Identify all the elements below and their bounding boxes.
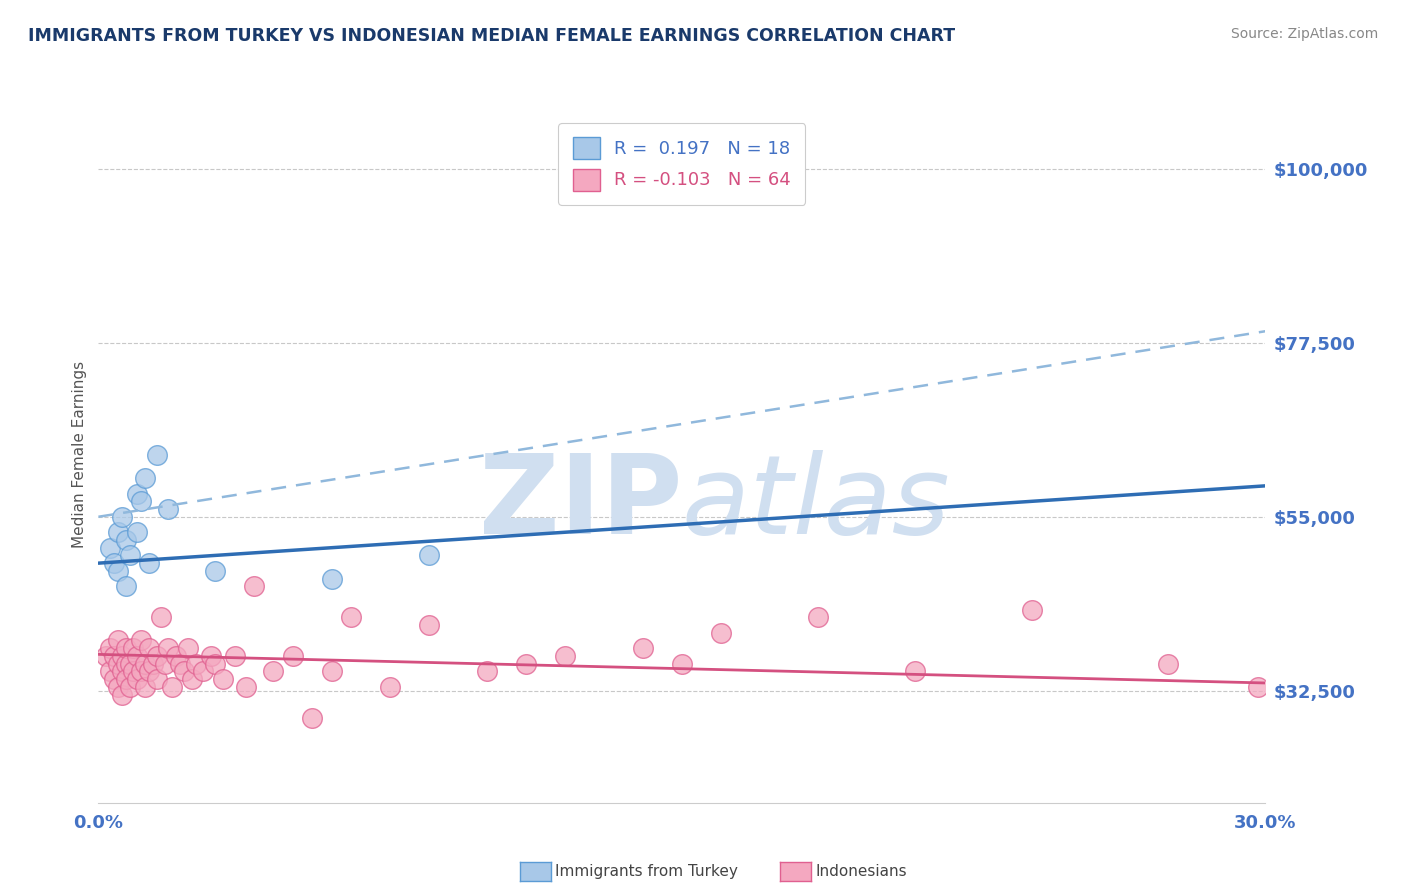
Point — [127, 672, 149, 686]
Point — [114, 657, 136, 671]
Point — [281, 648, 304, 663]
Point — [114, 533, 136, 547]
Point — [146, 648, 169, 663]
Point — [1246, 680, 1268, 694]
Point — [114, 579, 136, 593]
Point — [103, 556, 125, 570]
Text: Source: ZipAtlas.com: Source: ZipAtlas.com — [1230, 27, 1378, 41]
Point — [118, 680, 141, 694]
Point — [671, 657, 693, 671]
Point — [107, 657, 129, 671]
Point — [118, 549, 141, 563]
Point — [98, 641, 121, 656]
Point — [129, 665, 152, 679]
Point — [114, 641, 136, 656]
Point — [904, 665, 927, 679]
Point — [107, 680, 129, 694]
Point — [98, 665, 121, 679]
Point — [129, 633, 152, 648]
Point — [180, 672, 202, 686]
Text: Indonesians: Indonesians — [815, 864, 907, 879]
Point — [200, 648, 222, 663]
Point — [340, 610, 363, 624]
Text: atlas: atlas — [682, 450, 950, 558]
Point — [515, 657, 537, 671]
Legend: R =  0.197   N = 18, R = -0.103   N = 64: R = 0.197 N = 18, R = -0.103 N = 64 — [558, 123, 806, 205]
Point — [418, 618, 440, 632]
Point — [127, 525, 149, 540]
Point — [301, 711, 323, 725]
Point — [111, 509, 134, 524]
Point — [321, 572, 343, 586]
Point — [173, 665, 195, 679]
Point — [169, 657, 191, 671]
Point — [477, 665, 499, 679]
Point — [807, 610, 830, 624]
Point — [122, 641, 145, 656]
Point — [193, 665, 215, 679]
Text: ZIP: ZIP — [478, 450, 682, 558]
Point — [1021, 602, 1043, 616]
Point — [111, 688, 134, 702]
Point — [127, 486, 149, 500]
Point — [149, 610, 172, 624]
Point — [554, 648, 576, 663]
Y-axis label: Median Female Earnings: Median Female Earnings — [72, 361, 87, 549]
Point — [98, 541, 121, 555]
Point — [127, 648, 149, 663]
Point — [184, 657, 207, 671]
Point — [142, 657, 165, 671]
Text: IMMIGRANTS FROM TURKEY VS INDONESIAN MEDIAN FEMALE EARNINGS CORRELATION CHART: IMMIGRANTS FROM TURKEY VS INDONESIAN MED… — [28, 27, 955, 45]
Point — [107, 525, 129, 540]
Point — [129, 494, 152, 508]
Point — [103, 648, 125, 663]
Point — [1157, 657, 1180, 671]
Point — [204, 564, 226, 578]
Point — [378, 680, 402, 694]
Point — [321, 665, 343, 679]
Point — [107, 564, 129, 578]
Point — [118, 657, 141, 671]
Point — [212, 672, 235, 686]
Point — [107, 633, 129, 648]
Point — [138, 665, 160, 679]
Point — [114, 672, 136, 686]
Point — [134, 680, 156, 694]
Point — [96, 648, 118, 663]
Point — [235, 680, 257, 694]
Point — [111, 665, 134, 679]
Point — [162, 680, 184, 694]
Point — [122, 665, 145, 679]
Point — [262, 665, 284, 679]
Point — [138, 556, 160, 570]
Point — [134, 657, 156, 671]
Point — [243, 579, 266, 593]
Point — [153, 657, 176, 671]
Point — [111, 648, 134, 663]
Point — [134, 471, 156, 485]
Point — [224, 648, 246, 663]
Point — [146, 448, 169, 462]
Point — [157, 502, 180, 516]
Point — [146, 672, 169, 686]
Point — [204, 657, 226, 671]
Point — [165, 648, 187, 663]
Text: Immigrants from Turkey: Immigrants from Turkey — [555, 864, 738, 879]
Point — [103, 672, 125, 686]
Point — [710, 625, 733, 640]
Point — [157, 641, 180, 656]
Point — [177, 641, 200, 656]
Point — [418, 549, 440, 563]
Point — [138, 641, 160, 656]
Point — [631, 641, 654, 656]
